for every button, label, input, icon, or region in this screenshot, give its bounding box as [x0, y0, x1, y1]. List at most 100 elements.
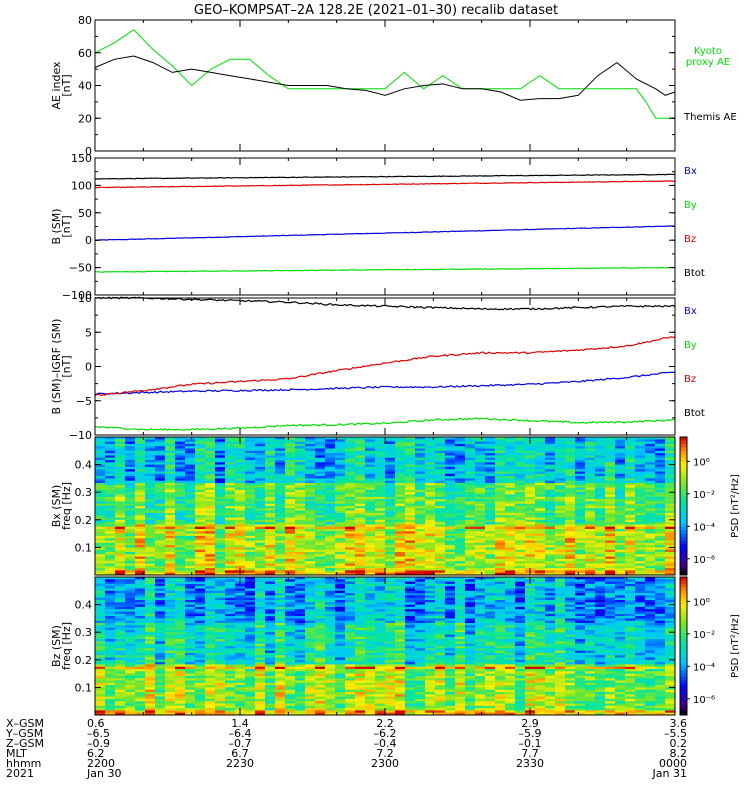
- spectrogram-cell: [505, 506, 516, 509]
- spectrogram-cell: [115, 483, 126, 486]
- spectrogram-cell: [325, 508, 336, 511]
- spectrogram-cell: [515, 503, 526, 507]
- spectrogram-cell: [225, 485, 236, 488]
- spectrogram-cell: [255, 437, 266, 440]
- spectrogram-cell: [485, 453, 496, 456]
- spectrogram-cell: [185, 590, 196, 594]
- colorbar-cell: [680, 547, 687, 552]
- spectrogram-cell: [195, 613, 206, 617]
- spectrogram-cell: [425, 441, 436, 445]
- spectrogram-cell: [285, 485, 296, 488]
- spectrogram-cell: [565, 439, 576, 442]
- spectrogram-cell: [265, 618, 276, 622]
- spectrogram-cell: [565, 492, 576, 495]
- spectrogram-cell: [395, 466, 406, 470]
- spectrogram-cell: [625, 558, 636, 562]
- spectrogram-cell: [355, 508, 366, 511]
- spectrogram-cell: [355, 439, 366, 442]
- y-tick-label: 0: [85, 361, 92, 374]
- spectrogram-cell: [275, 618, 286, 622]
- colorbar-cell: [680, 550, 687, 555]
- spectrogram-cell: [155, 583, 166, 587]
- spectrogram-cell: [135, 547, 146, 551]
- spectrogram-cell: [295, 450, 306, 454]
- spectrogram-cell: [115, 487, 126, 491]
- spectrogram-cell: [625, 540, 636, 544]
- spectrogram-cell: [415, 526, 426, 530]
- spectrogram-cell: [285, 611, 296, 615]
- spectrogram-cell: [125, 595, 136, 599]
- spectrogram-cell: [325, 590, 336, 594]
- spectrogram-cell: [635, 593, 646, 596]
- spectrogram-cell: [565, 487, 576, 491]
- spectrogram-cell: [525, 618, 536, 622]
- spectrogram-cell: [365, 510, 376, 514]
- spectrogram-cell: [105, 510, 116, 514]
- spectrogram-cell: [295, 611, 306, 615]
- spectrogram-cell: [545, 595, 556, 599]
- spectrogram-cell: [195, 515, 206, 518]
- spectrogram-cell: [355, 593, 366, 596]
- spectrogram-cell: [175, 485, 186, 488]
- spectrogram-cell: [125, 519, 136, 523]
- spectrogram-cell: [225, 535, 236, 539]
- spectrogram-cell: [595, 588, 606, 592]
- spectrogram-cell: [355, 572, 366, 576]
- spectrogram-cell: [235, 457, 246, 461]
- spectrogram-cell: [225, 473, 236, 477]
- spectrogram-cell: [525, 517, 536, 521]
- spectrogram-cell: [325, 503, 336, 507]
- spectrogram-cell: [575, 563, 586, 567]
- spectrogram-cell: [575, 602, 586, 605]
- spectrogram-cell: [585, 441, 596, 445]
- spectrogram-cell: [95, 462, 106, 465]
- spectrogram-cell: [95, 533, 106, 537]
- spectrogram-cell: [295, 489, 306, 493]
- spectrogram-cell: [395, 519, 406, 523]
- spectrogram-cell: [305, 593, 316, 596]
- spectrogram-cell: [95, 561, 106, 564]
- spectrogram-cell: [425, 533, 436, 537]
- spectrogram-cell: [595, 618, 606, 622]
- spectrogram-cell: [415, 517, 426, 521]
- spectrogram-cell: [195, 570, 206, 574]
- spectrogram-cell: [615, 540, 626, 544]
- spectrogram-cell: [405, 437, 416, 440]
- spectrogram-cell: [195, 522, 206, 525]
- spectrogram-cell: [585, 531, 596, 534]
- spectrogram-cell: [425, 595, 436, 599]
- spectrogram-cell: [575, 462, 586, 465]
- spectrogram-cell: [155, 588, 166, 592]
- spectrogram-cell: [185, 579, 196, 582]
- spectrogram-cell: [155, 476, 166, 479]
- spectrogram-cell: [435, 542, 446, 546]
- spectrogram-cell: [635, 529, 646, 532]
- spectrogram-cell: [415, 602, 426, 605]
- spectrogram-cell: [405, 572, 416, 576]
- spectrogram-cell: [135, 512, 146, 516]
- spectrogram-cell: [595, 568, 606, 571]
- spectrogram-cell: [405, 526, 416, 530]
- spectrogram-cell: [125, 522, 136, 525]
- spectrogram-cell: [235, 604, 246, 608]
- spectrogram-cell: [285, 519, 296, 523]
- spectrogram-cell: [665, 455, 676, 459]
- spectrogram-cell: [555, 547, 566, 551]
- spectrogram-cell: [405, 529, 416, 532]
- spectrogram-cell: [215, 549, 226, 553]
- spectrogram-cell: [155, 522, 166, 525]
- spectrogram-cell: [555, 588, 566, 592]
- spectrogram-cell: [125, 577, 136, 580]
- spectrogram-cell: [155, 552, 166, 555]
- spectrogram-cell: [275, 561, 286, 564]
- spectrogram-cell: [555, 464, 566, 468]
- spectrogram-cell: [95, 487, 106, 491]
- spectrogram-cell: [625, 611, 636, 615]
- spectrogram-cell: [295, 503, 306, 507]
- spectrogram-cell: [145, 471, 156, 475]
- spectrogram-cell: [555, 524, 566, 528]
- spectrogram-cell: [495, 586, 506, 589]
- spectrogram-cell: [185, 448, 196, 452]
- spectrogram-cell: [115, 492, 126, 495]
- spectrogram-cell: [315, 600, 326, 603]
